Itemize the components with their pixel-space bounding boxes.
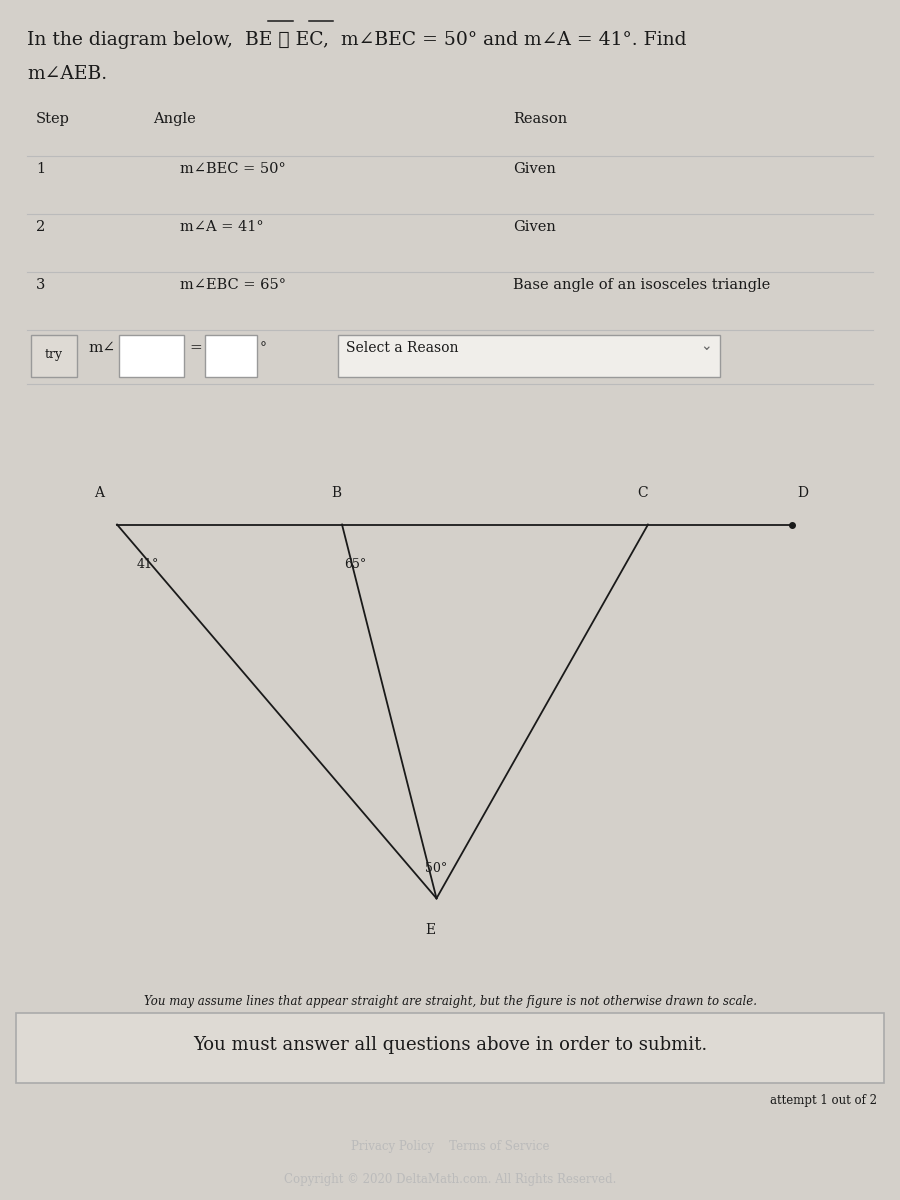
- Text: attempt 1 out of 2: attempt 1 out of 2: [770, 1093, 877, 1106]
- Text: Copyright © 2020 DeltaMath.com. All Rights Reserved.: Copyright © 2020 DeltaMath.com. All Righ…: [284, 1174, 616, 1186]
- Text: D: D: [797, 486, 808, 500]
- FancyBboxPatch shape: [31, 335, 77, 377]
- Text: m∠BEC = 50°: m∠BEC = 50°: [180, 162, 286, 176]
- Text: 50°: 50°: [425, 862, 447, 875]
- Text: m∠: m∠: [88, 342, 115, 355]
- Text: Base angle of an isosceles triangle: Base angle of an isosceles triangle: [513, 278, 770, 292]
- Text: Angle: Angle: [153, 112, 196, 126]
- FancyBboxPatch shape: [119, 335, 184, 377]
- FancyBboxPatch shape: [16, 1013, 884, 1082]
- Text: °: °: [260, 342, 267, 355]
- Text: Step: Step: [36, 112, 70, 126]
- Text: 1: 1: [36, 162, 45, 176]
- Text: Given: Given: [513, 220, 556, 234]
- Text: C: C: [637, 486, 648, 500]
- Text: m∠A = 41°: m∠A = 41°: [180, 220, 264, 234]
- Text: In the diagram below,  BE ≅ EC,  m∠BEC = 50° and m∠A = 41°. Find: In the diagram below, BE ≅ EC, m∠BEC = 5…: [27, 31, 687, 49]
- Text: You may assume lines that appear straight are straight, but the figure is not ot: You may assume lines that appear straigh…: [143, 996, 757, 1008]
- Text: A: A: [94, 486, 104, 500]
- Text: try: try: [45, 348, 63, 361]
- Text: =: =: [189, 342, 202, 355]
- Text: m∠EBC = 65°: m∠EBC = 65°: [180, 278, 286, 292]
- Text: Reason: Reason: [513, 112, 567, 126]
- Text: Privacy Policy    Terms of Service: Privacy Policy Terms of Service: [351, 1140, 549, 1152]
- Text: m∠AEB.: m∠AEB.: [27, 65, 107, 83]
- Text: You must answer all questions above in order to submit.: You must answer all questions above in o…: [193, 1036, 707, 1054]
- Text: ⌄: ⌄: [700, 340, 712, 353]
- FancyBboxPatch shape: [338, 335, 720, 377]
- Text: E: E: [426, 924, 436, 937]
- Text: 41°: 41°: [137, 558, 159, 571]
- Text: 65°: 65°: [344, 558, 366, 571]
- FancyBboxPatch shape: [205, 335, 257, 377]
- Text: B: B: [331, 486, 341, 500]
- Text: 2: 2: [36, 220, 45, 234]
- Text: 3: 3: [36, 278, 45, 292]
- Text: Select a Reason: Select a Reason: [346, 342, 459, 355]
- Text: Given: Given: [513, 162, 556, 176]
